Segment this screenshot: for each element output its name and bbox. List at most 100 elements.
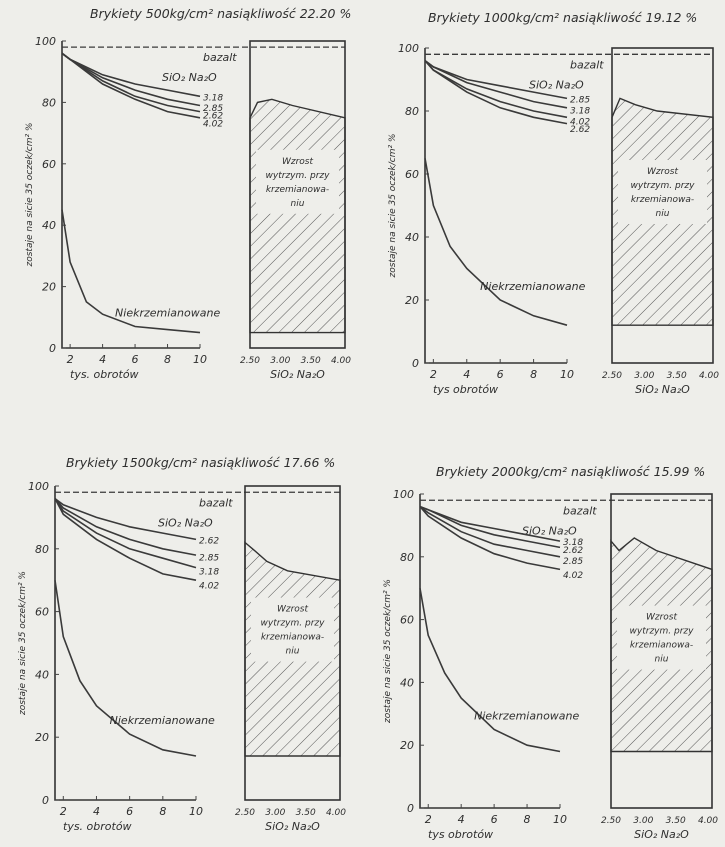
- x-tick-label: 6: [126, 805, 133, 818]
- annotation-text: krzemianowa-: [630, 641, 693, 651]
- annotation-text: niu: [291, 199, 305, 209]
- right-x-tick-label: 3.00: [265, 808, 285, 818]
- y-tick-label: 60: [42, 158, 56, 171]
- main-axes: [424, 48, 567, 364]
- y-tick-label: 0: [49, 342, 56, 355]
- series-end-label: 3.18: [563, 538, 583, 548]
- chart-panel-4: Brykiety 2000kg/cm² nasiąkliwość 15.99 %…: [383, 464, 718, 841]
- x-tick-label: 2: [60, 805, 67, 818]
- series-end-label: 2.85: [199, 554, 219, 564]
- y-axis-label: zostaje na sicie 35 oczek/cm² %: [388, 134, 398, 279]
- x-tick-label: 2: [425, 813, 432, 826]
- chart-panel-1: Brykiety 500kg/cm² nasiąkliwość 22.20 % 0…: [25, 6, 351, 381]
- niekrzemianowane-label: Niekrzemianowane: [115, 307, 220, 320]
- y-tick-label: 40: [35, 668, 49, 681]
- y-tick-label: 20: [35, 731, 49, 744]
- right-x-tick-label: 4.00: [699, 371, 719, 381]
- series-end-label: 2.85: [203, 104, 223, 114]
- right-x-tick-label: 2.50: [602, 371, 622, 381]
- ratio-series-line: [419, 505, 561, 558]
- y-tick-label: 60: [35, 606, 49, 619]
- x-tick-label: 8: [159, 805, 166, 818]
- ratio-series-line: [424, 59, 568, 109]
- x-tick-label: 2: [430, 368, 437, 381]
- annotation-text: niu: [656, 209, 670, 219]
- annotation-text: wytrzym. przy: [261, 619, 326, 629]
- right-x-tick-label: 2.50: [240, 356, 260, 366]
- annotation-box: [256, 149, 339, 214]
- x-tick-label: 10: [193, 353, 207, 366]
- bazalt-label: bazalt: [199, 496, 233, 509]
- x-tick-label: 8: [164, 353, 171, 366]
- y-tick-label: 0: [407, 802, 414, 815]
- right-x-tick-label: 4.00: [326, 808, 346, 818]
- right-x-tick-label: 2.50: [601, 816, 621, 826]
- right-x-tick-label: 3.50: [667, 371, 687, 381]
- annotation-box: [617, 605, 706, 670]
- annotation-text: Wzrost: [277, 605, 309, 615]
- ratio-series-line: [54, 498, 197, 556]
- series-end-label: 2.62: [199, 536, 219, 546]
- niekrzemianowane-line: [424, 158, 568, 326]
- annotation-text: wytrzym. przy: [630, 627, 695, 637]
- y-tick-label: 60: [400, 614, 414, 627]
- annotation-text: Wzrost: [282, 157, 314, 167]
- x-tick-label: 10: [553, 813, 567, 826]
- ratio-label: SiO₂ Na₂O: [529, 78, 584, 91]
- niekrzemianowane-label: Niekrzemianowane: [474, 710, 579, 723]
- right-x-tick-label: 3.00: [633, 816, 653, 826]
- annotation-text: krzemianowa-: [261, 633, 324, 643]
- niekrzemianowane-line: [61, 209, 201, 334]
- x-tick-label: 10: [189, 805, 203, 818]
- y-tick-label: 100: [28, 480, 49, 493]
- niekrzemianowane-label: Niekrzemianowane: [480, 280, 585, 293]
- y-tick-label: 20: [400, 739, 414, 752]
- bazalt-label: bazalt: [203, 51, 237, 64]
- x-tick-label: 6: [491, 813, 498, 826]
- ratio-series-line: [54, 498, 197, 581]
- y-tick-label: 40: [405, 231, 419, 244]
- series-end-label: 2.85: [563, 557, 583, 567]
- x-tick-label: 4: [458, 813, 465, 826]
- y-tick-label: 100: [398, 42, 419, 55]
- annotation-text: niu: [286, 647, 300, 657]
- ratio-label: SiO₂ Na₂O: [162, 71, 217, 84]
- bazalt-label: bazalt: [570, 58, 604, 71]
- series-end-label: 4.02: [203, 119, 223, 129]
- annotation-text: Wzrost: [647, 167, 679, 177]
- annotation-text: krzemianowa-: [266, 185, 329, 195]
- y-tick-label: 40: [400, 676, 414, 689]
- y-axis-label: zostaje na sicie 35 oczek/cm² %: [18, 571, 28, 716]
- series-end-label: 4.02: [563, 571, 583, 581]
- niekrzemianowane-label: Niekrzemianowane: [110, 714, 215, 727]
- x-tick-label: 4: [93, 805, 100, 818]
- right-x-tick-label: 4.00: [331, 356, 351, 366]
- annotation-box: [618, 160, 707, 224]
- y-tick-label: 80: [400, 551, 414, 564]
- y-axis-label: zostaje na sicie 35 oczek/cm² %: [25, 123, 35, 268]
- x-axis-label: tys. obrotów: [63, 820, 132, 833]
- chart-panel-2: Brykiety 1000kg/cm² nasiąkliwość 19.12 %…: [388, 10, 719, 396]
- main-axes: [54, 486, 196, 801]
- right-x-tick-label: 3.50: [296, 808, 316, 818]
- ratio-series-line: [419, 506, 561, 571]
- series-end-label: 3.18: [199, 568, 219, 578]
- y-tick-label: 80: [42, 96, 56, 109]
- series-end-label: 3.18: [570, 106, 590, 116]
- y-tick-label: 80: [35, 543, 49, 556]
- x-tick-label: 2: [67, 353, 74, 366]
- series-end-label: 2.62: [203, 112, 223, 122]
- right-x-tick-label: 3.50: [301, 356, 321, 366]
- series-end-label: 3.18: [203, 93, 223, 103]
- ratio-series-line: [54, 497, 197, 541]
- annotation-text: krzemianowa-: [631, 195, 694, 205]
- y-tick-label: 0: [412, 357, 419, 370]
- y-tick-label: 20: [42, 281, 56, 294]
- x-tick-label: 8: [530, 368, 537, 381]
- strength-increase-area: [249, 98, 346, 334]
- x-tick-label: 4: [99, 353, 106, 366]
- ratio-series-line: [54, 498, 197, 569]
- annotation-box: [251, 597, 334, 662]
- chart-title: Brykiety 1000kg/cm² nasiąkliwość 19.12 %: [428, 10, 697, 25]
